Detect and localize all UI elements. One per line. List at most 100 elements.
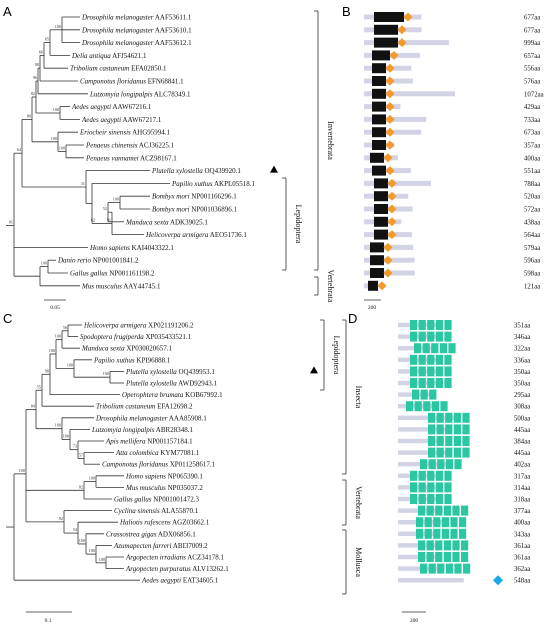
taxon-label: Delia antiqua AFJ54621.1 — [71, 52, 147, 60]
bootstrap-value: 100 — [89, 548, 95, 553]
protein-length-label: 322aa — [514, 346, 530, 353]
motif-teal — [436, 447, 444, 458]
taxon-label: Camponotus floridanus XP011258617.1 — [102, 461, 216, 469]
motif-orange — [389, 50, 399, 60]
accession-number: EFA12698.2 — [155, 403, 193, 411]
species-name: Haliotis rufescens — [119, 519, 171, 527]
motif-teal — [444, 482, 452, 493]
protein-length-label: 336aa — [514, 357, 530, 364]
taxon-label: Gallus gallus NP001161198.2 — [70, 270, 155, 278]
bootstrap-value: 100 — [55, 24, 61, 29]
motif-teal — [454, 563, 462, 574]
species-name: Penaeus vannamei — [85, 154, 139, 162]
motif-black — [374, 12, 404, 22]
accession-number: KYM77081.1 — [159, 449, 200, 457]
bootstrap-value: 100 — [19, 468, 25, 473]
bootstrap-value: 100 — [49, 348, 55, 353]
taxon-label: Plutella xylostella AWD92943.1 — [125, 380, 218, 388]
protein-bar — [398, 450, 452, 455]
bootstrap-value: 100 — [79, 538, 85, 543]
motif-teal — [428, 424, 436, 435]
motif-black — [374, 37, 398, 48]
taxon-label: Tribolium castaneum EFA02850.1 — [70, 65, 167, 73]
motif-black — [372, 127, 386, 138]
bootstrap-value: 64 — [17, 147, 22, 152]
accession-number: ABI37009.2 — [171, 542, 208, 550]
motif-black — [374, 216, 388, 227]
species-name: Helicoverpa armigera — [145, 231, 209, 239]
protein-length-label: 346aa — [514, 334, 530, 341]
accession-number: ABR28348.1 — [154, 426, 193, 434]
motif-teal — [439, 343, 447, 354]
bootstrap-value: 100 — [89, 476, 95, 481]
accession-number: NP001157184.1 — [145, 438, 193, 446]
motif-teal — [429, 389, 437, 400]
species-name: Bombyx mori — [152, 206, 190, 214]
motif-teal — [424, 528, 432, 539]
motif-teal — [435, 378, 443, 388]
taxon-label: Gallus gallus NP001001472.3 — [114, 496, 199, 504]
accession-number: ADX06856.1 — [157, 530, 197, 538]
motif-black — [372, 63, 386, 74]
bootstrap-value: 100 — [99, 557, 105, 562]
motif-teal — [444, 320, 452, 330]
accession-number: AAW67216.1 — [111, 103, 152, 111]
species-name: Argopecten irradians — [125, 554, 186, 562]
accession-number: ACJ36225.1 — [138, 142, 175, 150]
scale-bar-label: 0.1 — [45, 618, 52, 624]
taxon-label: Eriocheir sinensis AHG95994.1 — [79, 129, 171, 137]
protein-length-label: 314aa — [514, 485, 530, 492]
accession-number: XP030020657.1 — [125, 345, 173, 353]
motif-teal — [436, 424, 444, 435]
taxon-label: Argopecten irradians ACZ34178.1 — [125, 554, 224, 562]
motif-teal — [428, 459, 436, 470]
taxon-label: Haliotis rufescens AGZ03662.1 — [119, 519, 210, 527]
taxon-label: Homo sapiens NP065390.1 — [125, 472, 203, 480]
accession-number: AGZ03662.1 — [171, 519, 210, 527]
motif-teal — [445, 436, 453, 446]
motif-teal — [445, 424, 453, 435]
motif-teal — [416, 528, 424, 539]
motif-black — [374, 178, 388, 189]
motif-teal — [445, 459, 453, 470]
motif-teal — [427, 320, 435, 330]
bootstrap-value: 65 — [45, 37, 49, 42]
taxon-label: Lutzomyia longipalpis ALC78349.1 — [89, 90, 191, 98]
bootstrap-value: 73 — [73, 444, 77, 449]
bootstrap-value: 100 — [55, 334, 61, 339]
motif-teal — [435, 482, 443, 493]
bootstrap-value: 100 — [55, 423, 61, 428]
taxon-label: Penaeus chinensis ACJ36225.1 — [85, 142, 175, 150]
accession-number: AEO51736.1 — [208, 231, 247, 239]
motif-teal — [462, 436, 470, 446]
protein-bar — [398, 427, 452, 432]
taxon-label: Spodoptera frugiperda XP035433521.1 — [80, 333, 192, 341]
protein-length-label: 308aa — [514, 404, 530, 411]
motif-teal — [437, 459, 445, 470]
taxon-label: Plutella xylostella OQ439920.1 — [151, 167, 241, 175]
taxon-label: Cyclina sinensis ALA55870.1 — [114, 507, 199, 515]
motif-orange — [397, 25, 407, 35]
motif-orange — [387, 191, 397, 201]
protein-length-label: 673aa — [524, 130, 540, 137]
taxon-label: Atta colombica KYM77081.1 — [115, 449, 200, 457]
bootstrap-value: 100 — [67, 363, 73, 368]
motif-teal — [436, 412, 444, 423]
motif-teal — [444, 366, 452, 377]
accession-number: XP021191206.2 — [146, 322, 194, 330]
species-name: Drosophila melanogaster — [95, 414, 168, 422]
bootstrap-value: 57 — [79, 452, 83, 457]
taxon-label: Azumapecten farreri ABI37009.2 — [113, 542, 208, 550]
motif-teal — [427, 378, 435, 388]
group-label-vertebrata: Vertebrata — [326, 270, 335, 303]
species-name: Helicoverpa armigera — [83, 322, 147, 330]
species-name: Crassostrea gigas — [106, 530, 157, 538]
motif-teal — [418, 494, 426, 504]
species-name: Drosophila melanogaster — [81, 39, 154, 47]
bootstrap-value: 31 — [81, 181, 85, 186]
panel-d-letter: D — [348, 311, 357, 326]
accession-number: NP001166296.1 — [190, 193, 238, 201]
motif-teal — [418, 354, 426, 365]
motif-teal — [410, 494, 418, 504]
motif-orange — [387, 217, 397, 227]
